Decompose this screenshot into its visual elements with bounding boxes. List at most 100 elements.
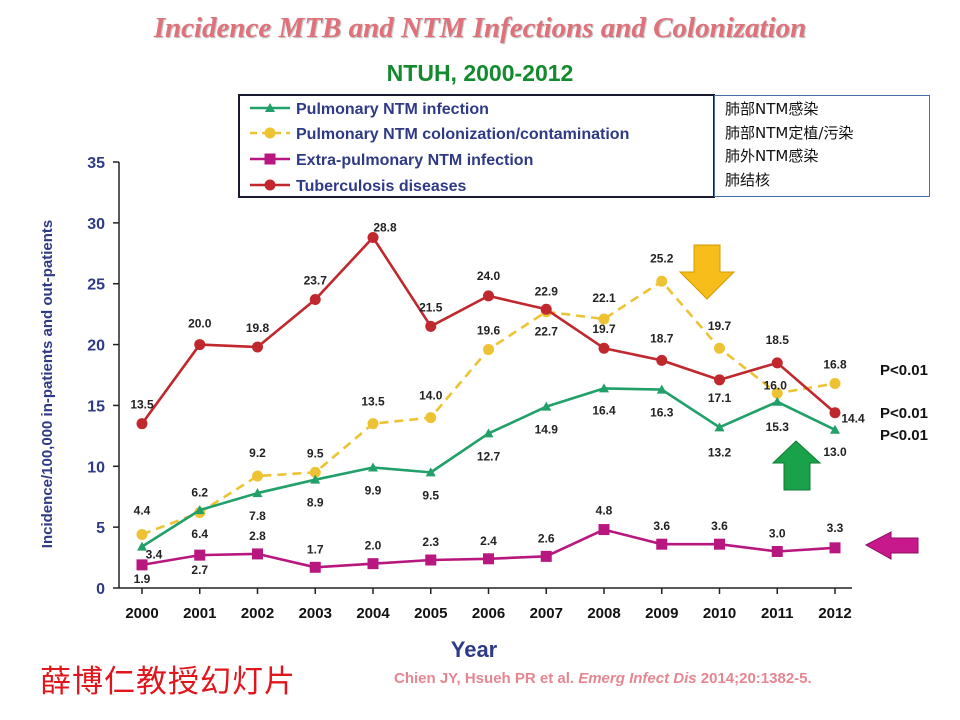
data-point <box>425 320 437 332</box>
y-tick-label: 10 <box>87 459 105 476</box>
p-value-label: P<0.01 <box>880 362 928 379</box>
data-label: 8.9 <box>307 496 324 510</box>
data-point <box>367 231 379 243</box>
left-arrow-icon <box>864 531 919 560</box>
legend-item-extra-pulmonary-ntm-infection: Extra-pulmonary NTM infection <box>250 152 533 169</box>
data-point <box>252 341 263 353</box>
data-label: 19.7 <box>708 319 732 333</box>
data-point <box>540 550 552 562</box>
data-point <box>541 401 552 411</box>
data-point <box>367 558 379 570</box>
legend-label: Tuberculosis diseases <box>296 178 467 195</box>
citation-journal: Emerg Infect Dis <box>578 670 697 687</box>
legend-item-pulmonary-ntm-colonization: Pulmonary NTM colonization/contamination <box>250 126 629 143</box>
data-label: 4.4 <box>134 503 151 517</box>
data-label: 6.4 <box>191 527 208 541</box>
x-tick-label: 2008 <box>587 605 620 622</box>
data-point <box>136 559 148 571</box>
data-label: 24.0 <box>477 269 501 283</box>
data-point <box>136 418 148 430</box>
data-point <box>714 342 725 354</box>
translation-line-extra-pulmonary-ntm: 肺外NTM感染 <box>725 147 819 165</box>
y-tick-label: 5 <box>96 520 105 537</box>
data-label: 2.8 <box>249 529 266 543</box>
data-label: 20.0 <box>188 317 212 331</box>
citation-authors: Chien JY, Hsueh PR et al. <box>394 670 579 687</box>
up-arrow-icon <box>771 440 822 491</box>
data-point <box>309 561 321 573</box>
data-label: 16.4 <box>592 403 616 417</box>
data-label: 17.1 <box>708 391 732 405</box>
data-point <box>598 524 610 536</box>
data-point <box>772 396 783 406</box>
data-label: 2.6 <box>538 531 555 545</box>
data-label: 13.5 <box>130 398 154 412</box>
data-label: 22.7 <box>535 325 559 339</box>
data-label: 1.7 <box>307 542 324 556</box>
data-label: 15.3 <box>766 420 790 434</box>
data-point <box>367 418 379 430</box>
data-point <box>483 428 494 438</box>
data-label: 6.2 <box>191 486 208 500</box>
data-point <box>656 354 668 366</box>
data-point <box>194 505 205 515</box>
x-tick-label: 2002 <box>241 605 274 622</box>
legend-item-tuberculosis: Tuberculosis diseases <box>250 178 467 195</box>
data-point <box>656 538 668 550</box>
data-point <box>829 378 841 390</box>
data-label: 16.3 <box>650 406 674 420</box>
data-label: 16.8 <box>823 358 847 372</box>
axes: 0 5 10 15 20 25 30 35 2000 2001 2002 2003 2004 2005 20… <box>39 155 852 662</box>
data-point <box>194 549 206 561</box>
data-point <box>483 553 494 565</box>
data-label: 13.0 <box>823 445 847 459</box>
y-axis-title: Incidence/100,000 in-patients and out-pa… <box>39 220 56 548</box>
data-point <box>830 424 840 434</box>
x-tick-label: 2000 <box>125 605 158 622</box>
data-label: 22.1 <box>592 291 616 305</box>
presenter-watermark: 薛博仁教授幻灯片 <box>40 664 296 700</box>
x-tick-label: 2004 <box>356 605 390 622</box>
data-point <box>137 541 147 551</box>
data-label: 3.3 <box>827 521 844 535</box>
slide-title: Incidence MTB and NTM Infections and Col… <box>153 12 807 44</box>
data-label: 14.0 <box>419 389 443 403</box>
legend-label: Extra-pulmonary NTM infection <box>296 152 533 169</box>
data-point <box>598 313 610 325</box>
p-value-label: P<0.01 <box>880 405 928 422</box>
y-tick-label: 30 <box>87 216 105 233</box>
legend-label: Pulmonary NTM colonization/contamination <box>296 126 629 143</box>
data-point <box>252 470 263 482</box>
y-tick-label: 0 <box>96 581 105 598</box>
data-point <box>771 387 783 399</box>
data-label: 23.7 <box>304 274 328 288</box>
data-label: 2.0 <box>365 539 382 553</box>
data-point <box>483 290 494 302</box>
data-label: 13.5 <box>361 395 385 409</box>
data-label: 19.6 <box>477 323 501 337</box>
data-point <box>136 528 148 540</box>
y-tick-label: 25 <box>87 277 105 294</box>
legend-label: Pulmonary NTM infection <box>296 101 489 118</box>
data-label: 28.8 <box>373 220 397 234</box>
data-point <box>425 467 436 477</box>
x-axis-title: Year <box>451 637 498 662</box>
data-point <box>252 488 263 498</box>
x-tick-label: 2012 <box>818 605 851 622</box>
data-label: 19.8 <box>246 321 270 335</box>
data-label: 7.8 <box>249 509 266 523</box>
data-point <box>656 275 668 287</box>
data-label: 13.2 <box>708 445 732 459</box>
data-label: 12.7 <box>477 449 501 463</box>
translation-box: 肺部NTM感染 肺部NTM定植/污染 肺外NTM感染 肺结核 <box>714 95 930 197</box>
data-label: 2.4 <box>480 534 497 548</box>
translation-line-pulmonary-ntm-colonization: 肺部NTM定植/污染 <box>725 123 854 142</box>
data-label: 9.5 <box>422 488 439 502</box>
translation-line-tuberculosis: 肺结核 <box>725 170 771 189</box>
x-tick-label: 2007 <box>530 605 563 622</box>
data-label: 2.7 <box>191 563 208 577</box>
data-point <box>599 383 609 393</box>
data-point <box>425 554 437 566</box>
data-point <box>656 384 667 394</box>
